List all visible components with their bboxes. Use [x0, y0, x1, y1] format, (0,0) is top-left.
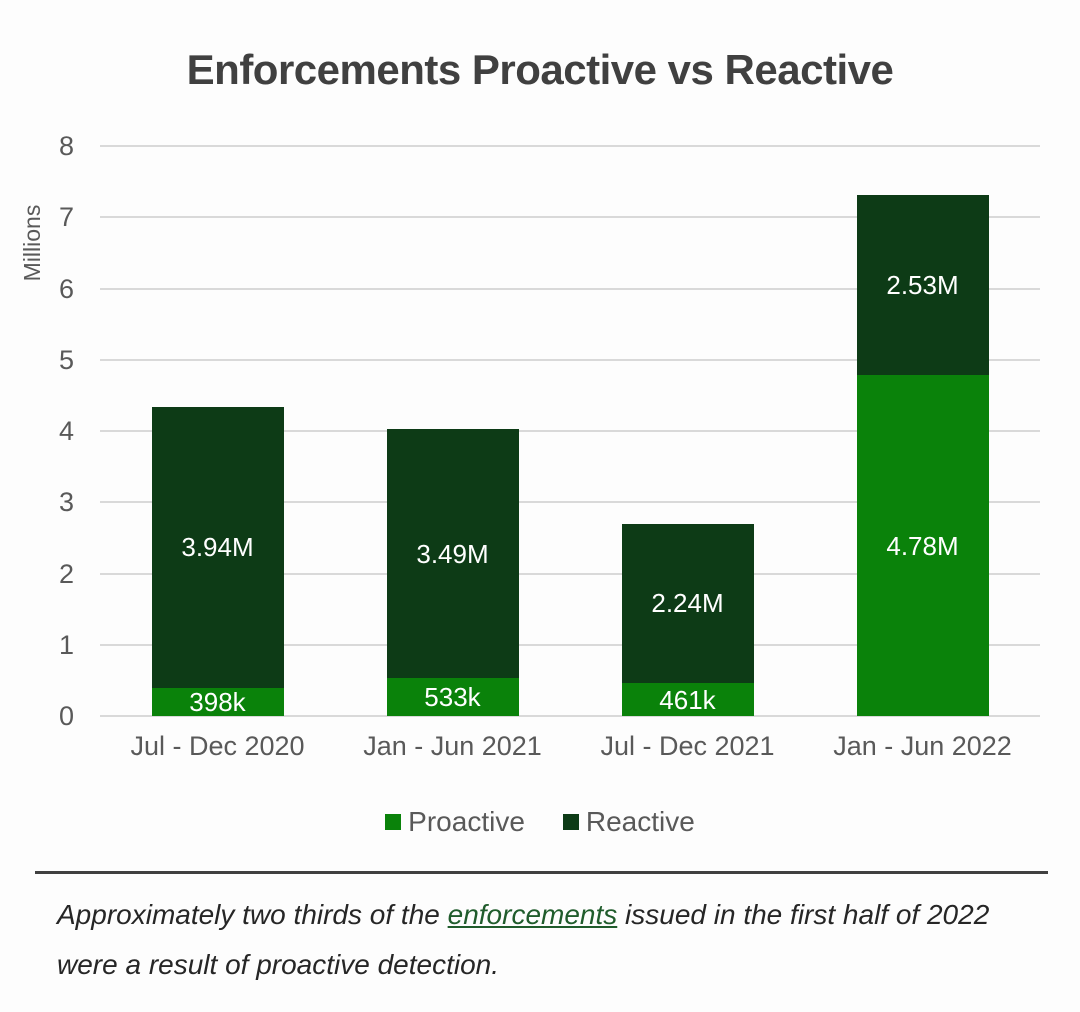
- gridline: [100, 216, 1040, 219]
- x-axis-category-label: Jul - Dec 2021: [600, 731, 775, 761]
- y-axis-tick-label: 7: [58, 202, 74, 233]
- plot-area: 398k 3.94M 533k 3.49M 461k 2.24M 4.78M 2.53M: [100, 145, 1040, 717]
- bar-segment-reactive: 3.94M: [151, 406, 284, 688]
- x-axis: Jul - Dec 2020 Jan - Jun 2021 Jul - Dec 20…: [100, 731, 1040, 763]
- footer-text-after: issued in the first half of 2022 were a …: [57, 899, 990, 980]
- gridline: [100, 145, 1040, 147]
- bar-segment-reactive: 3.49M: [386, 429, 519, 679]
- y-axis: 0 1 2 3 4 5 6 7 8: [0, 132, 88, 730]
- bar-segment-reactive: 2.53M: [856, 195, 989, 376]
- gridline: [100, 572, 1040, 575]
- y-axis-tick-label: 6: [58, 273, 74, 304]
- legend-label: Proactive: [408, 806, 525, 837]
- reactive-swatch-icon: [562, 814, 579, 830]
- data-label: 2.24M: [651, 588, 724, 619]
- data-label: 2.53M: [886, 270, 959, 301]
- y-axis-tick-label: 8: [58, 131, 74, 161]
- footer-text-before: Approximately two thirds of the: [57, 899, 448, 930]
- gridline: [100, 287, 1040, 290]
- data-label: 461k: [659, 684, 716, 715]
- proactive-swatch-icon: [385, 814, 402, 830]
- footer-note: Approximately two thirds of the enforcem…: [57, 890, 1042, 990]
- bar-segment-proactive: 461k: [621, 683, 754, 716]
- x-axis-category-label: Jan - Jun 2022: [833, 731, 1012, 761]
- bar-segment-proactive: 398k: [151, 686, 284, 717]
- gridline: [100, 430, 1040, 432]
- y-axis-tick-label: 4: [58, 416, 74, 446]
- gridline: [100, 501, 1040, 504]
- y-axis-tick-label: 0: [58, 701, 74, 731]
- data-label: 3.94M: [181, 532, 254, 563]
- legend-item-reactive: Reactive: [562, 806, 695, 838]
- gridline: [100, 715, 1040, 717]
- bar-segment-reactive: 2.24M: [621, 523, 754, 684]
- chart-title: Enforcements Proactive vs Reactive: [186, 46, 894, 93]
- y-axis-tick-label: 1: [58, 629, 74, 660]
- bar-segment-proactive: 533k: [386, 678, 519, 716]
- enforcements-link[interactable]: enforcements: [447, 899, 618, 930]
- gridline: [100, 358, 1040, 361]
- legend-label: Reactive: [585, 806, 695, 837]
- legend-item-proactive: Proactive: [385, 806, 525, 838]
- data-label: 533k: [424, 682, 481, 713]
- y-axis-tick-label: 2: [58, 558, 74, 589]
- y-axis-tick-label: 5: [58, 344, 74, 375]
- footer-divider: [35, 871, 1048, 874]
- gridline: [100, 643, 1040, 646]
- chart-legend: Proactive Reactive: [0, 806, 1080, 838]
- data-label: 4.78M: [886, 530, 959, 561]
- data-label: 398k: [189, 686, 246, 717]
- x-axis-category-label: Jan - Jun 2021: [363, 731, 542, 761]
- x-axis-category-label: Jul - Dec 2020: [130, 731, 305, 761]
- data-label: 3.49M: [416, 538, 489, 569]
- bar-segment-proactive: 4.78M: [856, 375, 989, 716]
- y-axis-tick-label: 3: [58, 487, 74, 518]
